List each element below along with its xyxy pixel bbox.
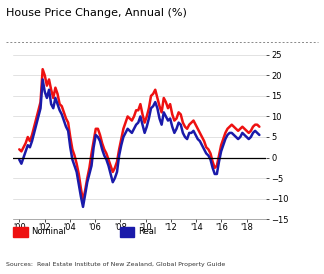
Text: Real: Real xyxy=(138,227,156,236)
Text: House Price Change, Annual (%): House Price Change, Annual (%) xyxy=(6,8,187,18)
Text: Nominal: Nominal xyxy=(31,227,66,236)
Text: Sources:  Real Estate Institute of New Zealand, Global Property Guide: Sources: Real Estate Institute of New Ze… xyxy=(6,262,226,267)
